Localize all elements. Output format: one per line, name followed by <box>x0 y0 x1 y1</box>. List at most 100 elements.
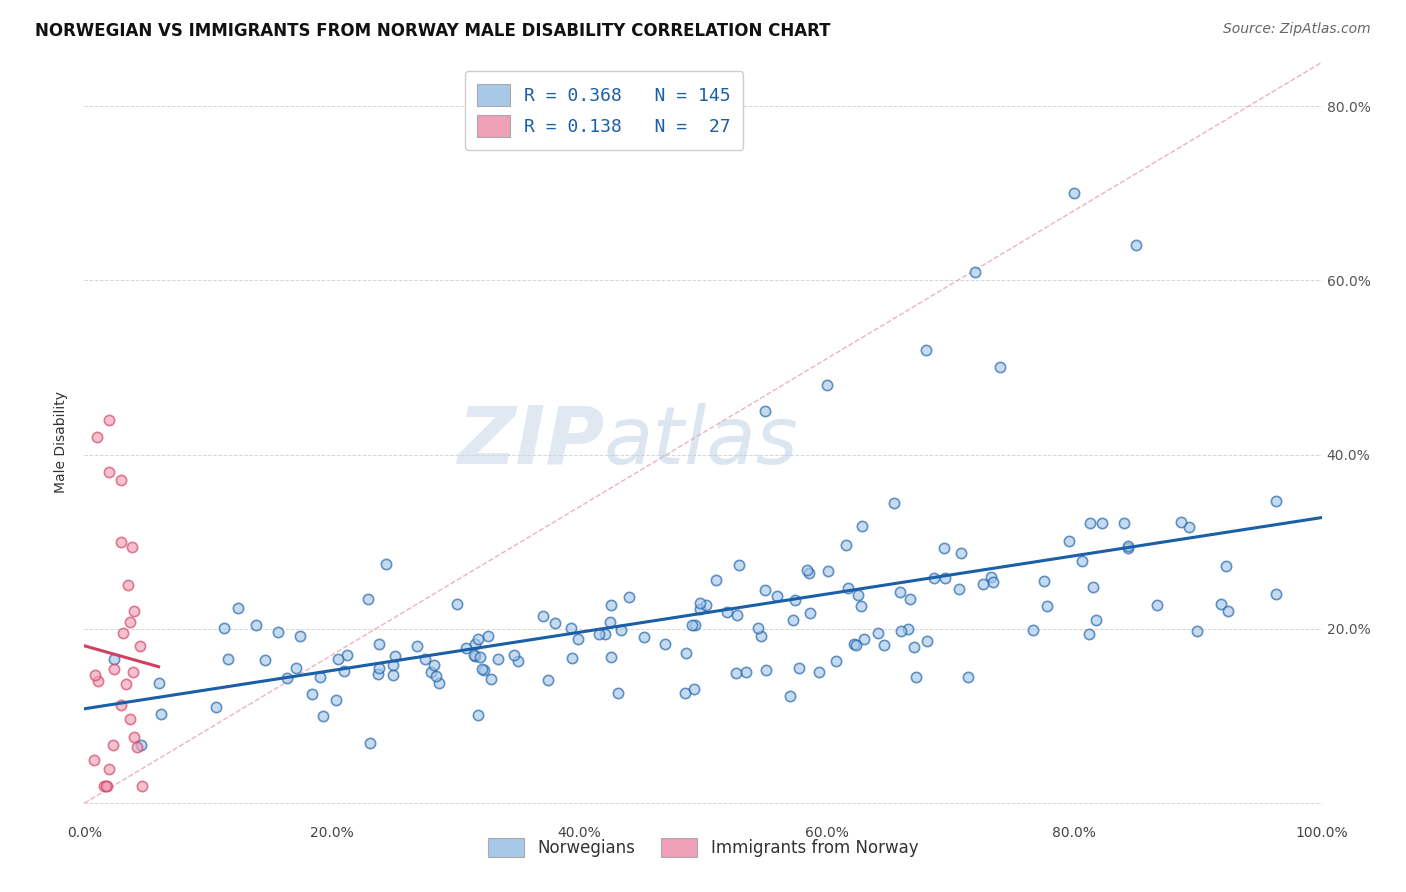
Point <box>467 632 489 646</box>
Point <box>682 681 704 696</box>
Point <box>561 651 583 665</box>
Point <box>93 779 115 793</box>
Point <box>1091 516 1114 531</box>
Point <box>368 661 391 675</box>
Point <box>374 557 396 571</box>
Point <box>689 596 711 610</box>
Point <box>110 534 132 549</box>
Point <box>890 624 912 639</box>
Point <box>98 413 121 427</box>
Point <box>873 638 896 652</box>
Point <box>673 685 696 699</box>
Point <box>934 571 956 585</box>
Point <box>683 618 706 632</box>
Point <box>766 589 789 603</box>
Point <box>384 648 406 663</box>
Point <box>1033 574 1056 589</box>
Point <box>285 661 308 675</box>
Point <box>103 652 125 666</box>
Point <box>681 617 703 632</box>
Point <box>868 626 890 640</box>
Point <box>486 651 509 665</box>
Point <box>972 577 994 591</box>
Point <box>845 638 868 652</box>
Point <box>98 465 121 479</box>
Point <box>212 621 235 635</box>
Point <box>405 639 427 653</box>
Point <box>124 730 146 744</box>
Point <box>325 692 347 706</box>
Point <box>754 583 776 598</box>
Point <box>1084 613 1107 627</box>
Point <box>543 615 565 630</box>
Point <box>852 632 875 647</box>
Point <box>560 622 582 636</box>
Point <box>904 670 927 684</box>
Point <box>217 651 239 665</box>
Point <box>1209 597 1232 611</box>
Point <box>96 779 118 793</box>
Point <box>846 589 869 603</box>
Point <box>842 637 865 651</box>
Point <box>898 591 921 606</box>
Point <box>799 606 821 620</box>
Point <box>1063 186 1085 201</box>
Point <box>121 665 143 679</box>
Point <box>932 541 955 556</box>
Point <box>129 640 152 654</box>
Point <box>1216 604 1239 618</box>
Point <box>1057 533 1080 548</box>
Text: ZIP: ZIP <box>457 402 605 481</box>
Point <box>122 605 145 619</box>
Point <box>536 673 558 688</box>
Point <box>610 623 633 637</box>
Point <box>470 649 492 664</box>
Point <box>472 664 495 678</box>
Point <box>948 582 970 597</box>
Point <box>226 600 249 615</box>
Point <box>825 654 848 668</box>
Point <box>1125 238 1147 252</box>
Point <box>481 672 503 686</box>
Y-axis label: Male Disability: Male Disability <box>55 391 69 492</box>
Text: Source: ZipAtlas.com: Source: ZipAtlas.com <box>1223 22 1371 37</box>
Point <box>851 518 873 533</box>
Point <box>503 648 526 662</box>
Point <box>889 585 911 599</box>
Point <box>950 547 973 561</box>
Point <box>903 640 925 655</box>
Point <box>1071 554 1094 568</box>
Point <box>796 563 818 577</box>
Point <box>103 661 125 675</box>
Point <box>245 617 267 632</box>
Point <box>1185 624 1208 638</box>
Point <box>1215 559 1237 574</box>
Point <box>779 690 801 704</box>
Point <box>333 664 356 678</box>
Point <box>381 668 404 682</box>
Point <box>915 634 938 648</box>
Point <box>897 623 920 637</box>
Point <box>301 687 323 701</box>
Point <box>446 597 468 611</box>
Point <box>1265 587 1288 601</box>
Point <box>84 668 107 682</box>
Point <box>463 648 485 662</box>
Point <box>588 627 610 641</box>
Point <box>599 615 621 630</box>
Point <box>1116 539 1139 553</box>
Point <box>782 613 804 627</box>
Point <box>654 637 676 651</box>
Point <box>533 609 555 624</box>
Point <box>267 625 290 640</box>
Point <box>101 738 124 752</box>
Point <box>837 581 859 595</box>
Point <box>86 430 108 444</box>
Point <box>115 676 138 690</box>
Point <box>508 654 530 668</box>
Point <box>413 652 436 666</box>
Point <box>129 738 152 752</box>
Point <box>799 566 821 581</box>
Point <box>419 665 441 679</box>
Point <box>1080 516 1102 531</box>
